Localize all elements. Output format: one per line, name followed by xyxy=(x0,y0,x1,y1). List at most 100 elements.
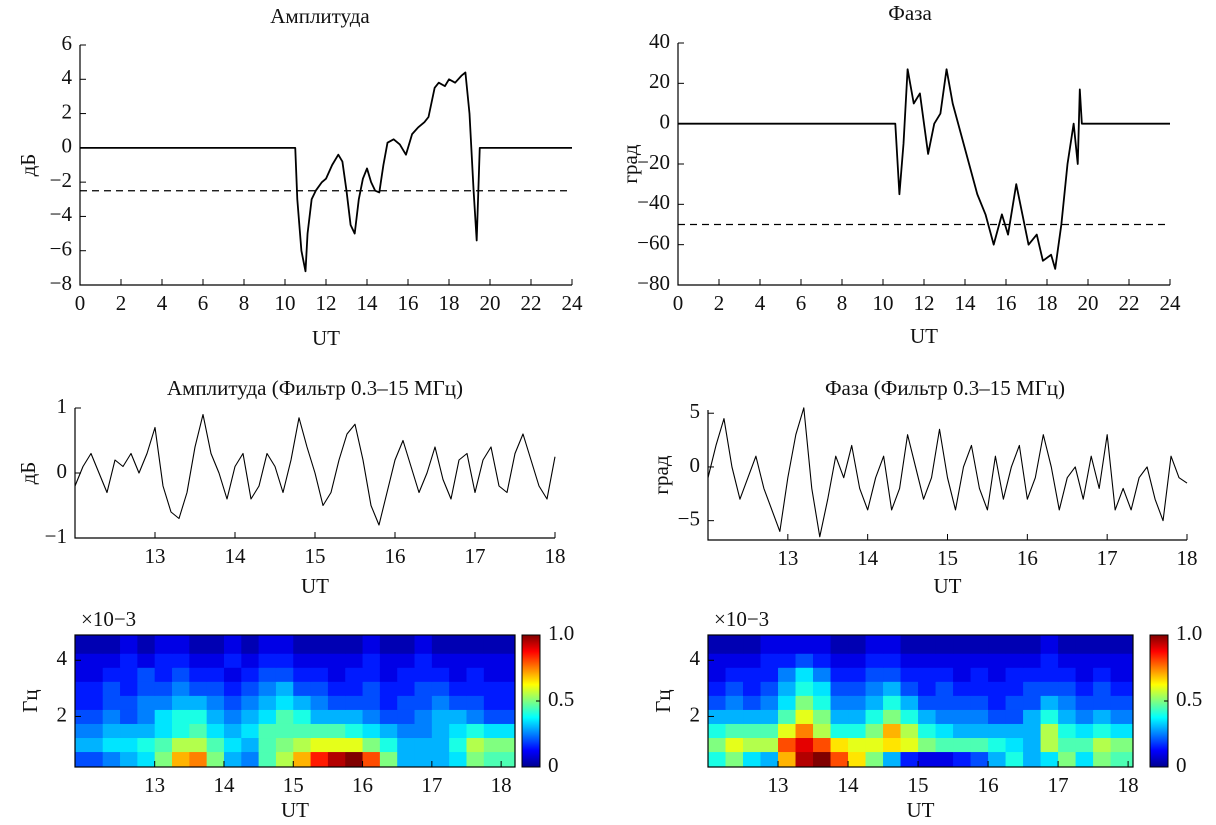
heatmap-cell xyxy=(345,723,364,739)
heatmap-cell xyxy=(172,653,190,668)
x-tick-label: 6 xyxy=(796,291,807,315)
heatmap-cell xyxy=(1040,681,1059,696)
x-tick-label: 8 xyxy=(837,291,848,315)
heatmap-cell xyxy=(953,695,972,710)
scale-label: ×10−3 xyxy=(714,607,769,631)
heatmap-cell xyxy=(275,737,294,753)
x-tick-label: 10 xyxy=(873,291,894,315)
colorbar-tick-label: 0 xyxy=(548,753,559,777)
heatmap-cell xyxy=(900,709,919,724)
heatmap-cell xyxy=(848,695,867,710)
heatmap-cell xyxy=(865,635,884,654)
colorbar-tick-label: 1.0 xyxy=(1176,621,1202,645)
heatmap-cell xyxy=(310,723,329,739)
y-tick-label: −60 xyxy=(637,230,670,254)
heatmap-cell xyxy=(725,709,744,724)
heatmap-cell xyxy=(970,635,989,654)
heatmap-cell xyxy=(830,653,849,668)
heatmap-cell xyxy=(1005,723,1024,739)
y-tick-label: 4 xyxy=(690,646,701,670)
heatmap-cell xyxy=(345,709,364,724)
heatmap-cell xyxy=(813,635,832,654)
heatmap-cell xyxy=(483,667,515,682)
heatmap-cell xyxy=(778,695,797,710)
heatmap-cell xyxy=(206,635,225,654)
heatmap-cell xyxy=(918,723,937,739)
heatmap-cell xyxy=(379,681,398,696)
panel-title: Фаза xyxy=(888,1,932,25)
heatmap-cell xyxy=(708,737,727,753)
heatmap-cell xyxy=(327,653,346,668)
data-line xyxy=(678,68,1170,270)
heatmap-cell xyxy=(953,653,972,668)
heatmap-cell xyxy=(137,751,156,767)
heatmap-cell xyxy=(795,653,814,668)
heatmap-cell xyxy=(795,723,814,739)
x-tick-label: 8 xyxy=(239,291,250,315)
heatmap-cell xyxy=(172,695,190,710)
heatmap-cell xyxy=(935,635,954,654)
heatmap-cell xyxy=(865,653,884,668)
y-tick-label: 1 xyxy=(57,394,68,418)
y-axis-label: дБ xyxy=(16,154,40,177)
heatmap-cell xyxy=(813,709,832,724)
heatmap-cell xyxy=(743,681,762,696)
heatmap-cell xyxy=(466,667,485,682)
heatmap-cell xyxy=(154,695,173,710)
heatmap-cell xyxy=(813,751,832,767)
colorbar-tick-label: 1.0 xyxy=(548,621,574,645)
heatmap-cell xyxy=(120,653,138,668)
heatmap-cell xyxy=(1093,723,1112,739)
heatmap-cell xyxy=(883,635,902,654)
heatmap-cell xyxy=(310,681,329,696)
heatmap-cell xyxy=(102,737,121,753)
heatmap-cell xyxy=(988,737,1007,753)
heatmap-cell xyxy=(900,751,919,767)
heatmap-cell xyxy=(848,709,867,724)
heatmap-cell xyxy=(172,709,190,724)
heatmap-cell xyxy=(189,695,208,710)
x-tick-label: 15 xyxy=(937,546,958,570)
heatmap-cell xyxy=(725,723,744,739)
heatmap-cell xyxy=(449,737,467,753)
heatmap-cell xyxy=(293,723,312,739)
heatmap-cell xyxy=(327,681,346,696)
heatmap-cell xyxy=(883,751,902,767)
heatmap-cell xyxy=(466,723,485,739)
heatmap-cell xyxy=(900,653,919,668)
heatmap-cell xyxy=(137,737,156,753)
heatmap-cell xyxy=(1023,709,1042,724)
heatmap-cell xyxy=(206,695,225,710)
heatmap-cell xyxy=(189,653,208,668)
heatmap-cell xyxy=(258,653,277,668)
x-tick-label: 12 xyxy=(914,291,935,315)
x-tick-label: 0 xyxy=(75,291,86,315)
heatmap-cell xyxy=(725,667,744,682)
heatmap-cell xyxy=(362,751,381,767)
heatmap-cell xyxy=(970,653,989,668)
heatmap-cell xyxy=(483,695,515,710)
heatmap-cell xyxy=(848,635,867,654)
heatmap-cell xyxy=(223,681,242,696)
heatmap-cell xyxy=(1093,695,1112,710)
heatmap-cell xyxy=(206,653,225,668)
heatmap-cell xyxy=(310,709,329,724)
heatmap-cell xyxy=(708,681,727,696)
heatmap-cell xyxy=(900,681,919,696)
heatmap-cell xyxy=(241,723,260,739)
heatmap-cell xyxy=(137,723,156,739)
heatmap-cell xyxy=(258,667,277,682)
heatmap-cell xyxy=(760,737,779,753)
heatmap-cell xyxy=(414,667,433,682)
heatmap-cell xyxy=(865,723,884,739)
heatmap-cell xyxy=(725,681,744,696)
heatmap-cell xyxy=(813,723,832,739)
heatmap-cell xyxy=(310,635,329,654)
heatmap-cell xyxy=(258,695,277,710)
heatmap-cell xyxy=(708,751,727,767)
heatmap-cell xyxy=(345,667,364,682)
heatmap-cell xyxy=(206,723,225,739)
scale-label: ×10−3 xyxy=(81,607,136,631)
heatmap-cell xyxy=(725,653,744,668)
heatmap-cell xyxy=(362,681,381,696)
